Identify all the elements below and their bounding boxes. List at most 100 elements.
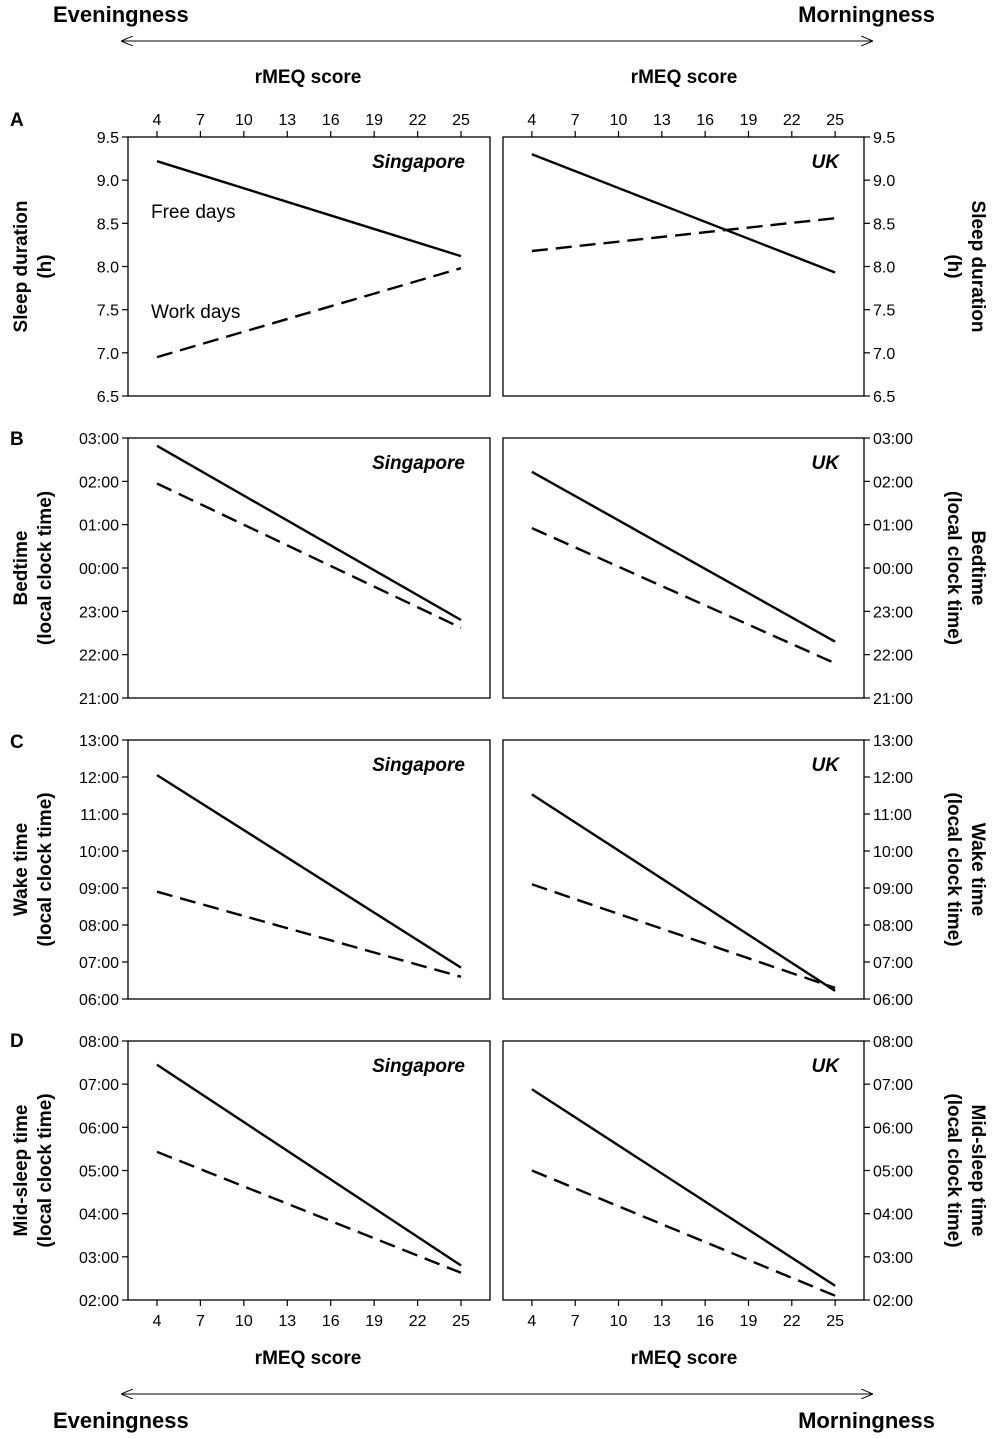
plot-frame: [502, 437, 865, 699]
y-tick-label: 00:00: [79, 561, 119, 578]
x-tick-label: 25: [826, 1313, 844, 1330]
chart-panel-b-singapore: 21:00 22:00 23:00 00:00 01:00 02:00 03:00 Singa…: [11, 431, 491, 708]
chart-panel-a-uk: 6.5 7.0 7.5 8.0 8.5 9.0 9.5 4 7 10 13 16 19 22 25 UK Sle…: [502, 112, 988, 406]
plot-frame: [502, 739, 865, 1000]
x-tick-label: 7: [196, 112, 205, 129]
y-tick-label: 10:00: [79, 844, 119, 861]
series-line-work-days: [531, 883, 836, 990]
plot-frame: [127, 437, 491, 699]
series-line-work-days: [156, 1150, 462, 1274]
y-tick-label: 22:00: [79, 648, 119, 665]
y-tick-label: 06:00: [79, 1120, 119, 1137]
y-tick-label: 02:00: [79, 1293, 119, 1310]
y-tick-label: 07:00: [873, 955, 913, 972]
country-label: UK: [812, 152, 841, 173]
y-tick-label: 08:00: [873, 918, 913, 935]
x-axis-title-bottom-left: rMEQ score: [255, 1348, 362, 1369]
x-tick-label: 19: [365, 112, 383, 129]
y-axis-title: Mid-sleep time: [967, 1105, 988, 1237]
y-tick-label: 9.0: [873, 173, 895, 190]
y-tick-label: 05:00: [873, 1164, 913, 1181]
x-tick-label: 19: [365, 1313, 383, 1330]
country-label: Singapore: [372, 1056, 465, 1077]
y-tick-label: 11:00: [873, 807, 912, 824]
series-line-work-days: [156, 267, 462, 359]
country-label: Singapore: [372, 453, 465, 474]
y-tick-label: 08:00: [79, 918, 119, 935]
y-tick-label: 05:00: [79, 1164, 119, 1181]
panels-container: 6.5 7.0 7.5 8.0 8.5 9.0 9.5 4 7 10 13 16 19 22 25 Singa…: [11, 112, 988, 1330]
y-tick-label: 03:00: [873, 431, 913, 448]
y-tick-label: 06:00: [873, 1120, 913, 1137]
x-tick-label: 10: [235, 1313, 253, 1330]
x-tick-label: 10: [235, 112, 253, 129]
country-label: Singapore: [372, 755, 465, 776]
y-tick-label: 7.5: [873, 303, 895, 320]
x-tick-label: 13: [653, 1313, 671, 1330]
y-tick-label: 21:00: [79, 691, 119, 708]
y-tick-label: 9.0: [97, 173, 119, 190]
series-line-free-days: [531, 470, 836, 643]
plot-frame: [127, 739, 491, 1000]
y-tick-label: 8.0: [873, 260, 895, 277]
y-tick-label: 09:00: [873, 881, 913, 898]
y-axis-title: Sleep duration: [967, 201, 988, 333]
x-tick-label: 22: [409, 1313, 427, 1330]
panel-letter-b: B: [10, 429, 24, 450]
y-tick-label: 12:00: [79, 770, 119, 787]
y-tick-label: 11:00: [80, 807, 119, 824]
y-tick-label: 13:00: [873, 733, 913, 750]
x-tick-label: 19: [740, 1313, 758, 1330]
series-line-free-days: [156, 774, 462, 969]
y-tick-label: 02:00: [873, 1293, 913, 1310]
y-axis-title: (local clock time): [943, 792, 964, 946]
work-days-annotation: Work days: [151, 302, 240, 323]
country-label: UK: [812, 755, 841, 776]
series-line-free-days: [156, 1063, 462, 1267]
x-tick-label: 25: [452, 112, 470, 129]
y-tick-label: 8.5: [873, 216, 895, 233]
chart-panel-d-singapore: 02:00 03:00 04:00 05:00 06:00 07:00 08:00 4 7 10 1…: [11, 1034, 491, 1330]
country-label: UK: [812, 1056, 841, 1077]
y-tick-label: 13:00: [79, 733, 119, 750]
y-tick-label: 21:00: [873, 691, 913, 708]
y-tick-label: 08:00: [873, 1034, 913, 1051]
x-tick-label: 7: [571, 1313, 580, 1330]
x-tick-label: 7: [196, 1313, 205, 1330]
y-axis-title: Bedtime: [967, 531, 988, 606]
x-tick-label: 4: [527, 1313, 536, 1330]
y-tick-label: 7.0: [873, 346, 895, 363]
y-axis-title: Wake time: [967, 823, 988, 916]
chart-panel-a-singapore: 6.5 7.0 7.5 8.0 8.5 9.0 9.5 4 7 10 13 16 19 22 25 Singa…: [11, 112, 491, 406]
free-days-annotation: Free days: [151, 202, 235, 223]
y-tick-label: 07:00: [79, 1077, 119, 1094]
panel-letter-c: C: [10, 732, 24, 753]
x-tick-label: 25: [452, 1313, 470, 1330]
y-tick-label: 06:00: [79, 992, 119, 1009]
plot-frame: [127, 1040, 491, 1301]
x-tick-label: 22: [409, 112, 427, 129]
y-axis-title: Sleep duration: [11, 201, 32, 333]
x-axis-title-top-right: rMEQ score: [631, 67, 738, 88]
country-label: Singapore: [372, 152, 465, 173]
series-line-work-days: [156, 890, 462, 978]
series-line-work-days: [531, 217, 836, 253]
y-tick-label: 7.0: [97, 346, 119, 363]
y-tick-label: 9.5: [873, 130, 895, 147]
y-tick-label: 9.5: [97, 130, 119, 147]
series-line-free-days: [531, 793, 836, 992]
y-tick-label: 01:00: [79, 518, 119, 535]
x-tick-label: 4: [153, 1313, 162, 1330]
x-tick-label: 13: [278, 112, 296, 129]
x-tick-label: 4: [527, 112, 536, 129]
eveningness-label-bottom: Eveningness: [53, 1408, 189, 1433]
y-tick-label: 00:00: [873, 561, 913, 578]
chart-panel-b-uk: 21:00 22:00 23:00 00:00 01:00 02:00 03:00 UK Bed…: [502, 431, 988, 708]
y-tick-label: 03:00: [79, 1250, 119, 1267]
y-tick-label: 07:00: [79, 955, 119, 972]
eveningness-label-top: Eveningness: [53, 2, 189, 27]
y-axis-title: (local clock time): [943, 1093, 964, 1247]
x-axis-title-bottom-right: rMEQ score: [631, 1348, 738, 1369]
plot-frame: [502, 1040, 865, 1301]
x-tick-label: 16: [322, 112, 340, 129]
